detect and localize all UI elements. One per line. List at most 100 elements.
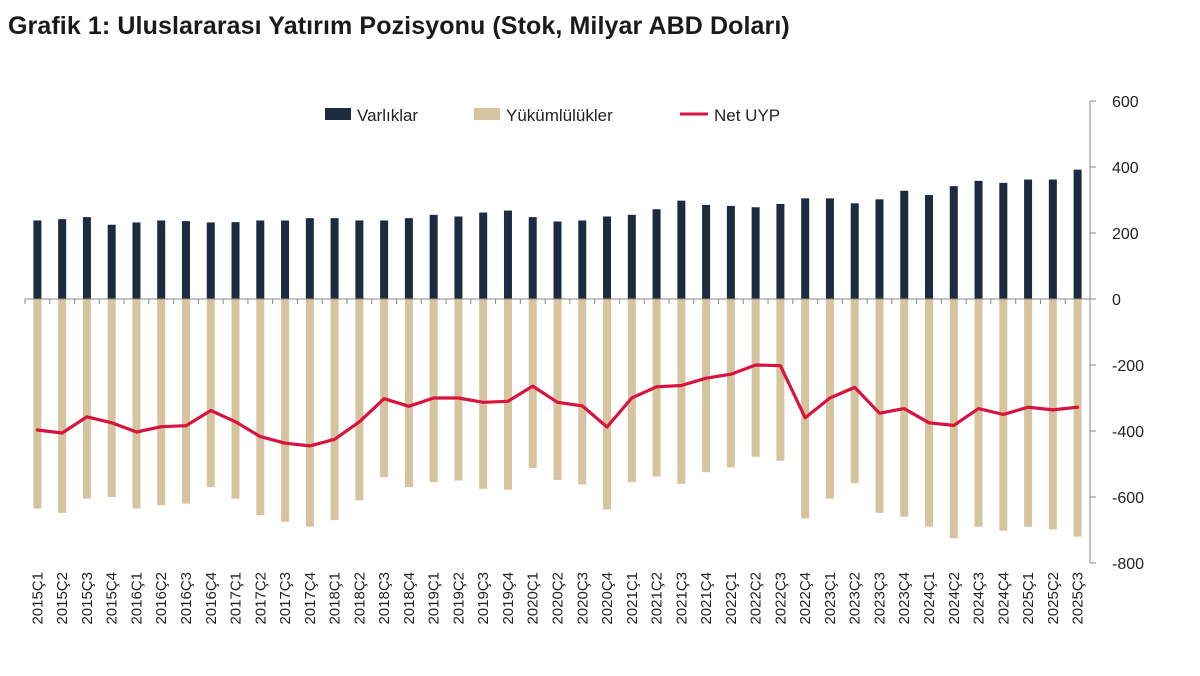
x-tick-label: 2020Ç1 xyxy=(525,572,542,625)
assets-bar-2020Ç2 xyxy=(553,221,562,299)
liabilities-bar-2025Ç1 xyxy=(1024,299,1033,527)
assets-bar-2024Ç3 xyxy=(974,180,983,299)
liabilities-bar-2023Ç3 xyxy=(875,299,884,513)
assets-bar-2025Ç1 xyxy=(1024,179,1033,299)
axes xyxy=(24,100,1096,564)
x-tick-label: 2022Ç1 xyxy=(723,572,740,625)
assets-bar-2019Ç4 xyxy=(503,210,512,299)
liabilities-bar-2023Ç2 xyxy=(850,299,859,484)
x-tick-label: 2024Ç3 xyxy=(971,572,988,625)
liabilities-bar-2016Ç3 xyxy=(181,299,190,504)
x-tick-label: 2019Ç4 xyxy=(500,572,517,625)
liabilities-bar-2016Ç1 xyxy=(132,299,141,509)
assets-bar-2018Ç1 xyxy=(330,218,339,299)
y-tick-label: -800 xyxy=(1112,556,1144,573)
liabilities-bar-2020Ç2 xyxy=(553,299,562,480)
x-tick-label: 2019Ç3 xyxy=(475,572,492,625)
liabilities-bar-2022Ç1 xyxy=(726,299,735,468)
liabilities-bar-2021Ç4 xyxy=(702,299,711,473)
y-tick-label: 400 xyxy=(1112,160,1139,177)
assets-bar-2016Ç4 xyxy=(206,222,215,299)
x-tick-label: 2017Ç1 xyxy=(228,572,245,625)
assets-bar-2018Ç2 xyxy=(355,220,364,299)
liabilities-bar-2019Ç2 xyxy=(454,299,463,481)
y-tick-label: 200 xyxy=(1112,226,1139,243)
assets-bar-2016Ç2 xyxy=(157,220,166,299)
x-tick-label: 2021Ç1 xyxy=(624,572,641,625)
x-tick-label: 2017Ç2 xyxy=(252,572,269,625)
liabilities-bar-2025Ç2 xyxy=(1048,299,1057,530)
assets-bar-2015Ç3 xyxy=(82,217,91,299)
x-tick-label: 2015Ç3 xyxy=(79,572,96,625)
x-tick-label: 2023Ç4 xyxy=(896,572,913,625)
x-tick-label: 2016Ç2 xyxy=(153,572,170,625)
x-tick-label: 2018Ç2 xyxy=(351,572,368,625)
chart-title: Grafik 1: Uluslararası Yatırım Pozisyonu… xyxy=(8,12,790,40)
assets-bar-2024Ç2 xyxy=(949,186,958,299)
liabilities-bar-2019Ç3 xyxy=(479,299,488,489)
liabilities-bar-2024Ç2 xyxy=(949,299,958,539)
liabilities-bar-2022Ç2 xyxy=(751,299,760,457)
legend-label-assets: Varlıklar xyxy=(357,106,418,125)
assets-bar-2015Ç4 xyxy=(107,224,116,299)
liabilities-bar-2017Ç1 xyxy=(231,299,240,499)
liabilities-bar-2022Ç3 xyxy=(776,299,785,461)
assets-bar-2023Ç4 xyxy=(900,190,909,299)
liabilities-bar-2021Ç3 xyxy=(677,299,686,484)
assets-bar-2018Ç4 xyxy=(404,218,413,299)
liabilities-bar-2021Ç1 xyxy=(627,299,636,483)
assets-bar-2024Ç1 xyxy=(925,195,934,299)
assets-bar-2020Ç3 xyxy=(578,220,587,299)
assets-bar-2015Ç2 xyxy=(58,219,67,299)
x-tick-label: 2018Ç1 xyxy=(327,572,344,625)
x-tick-label: 2025Ç1 xyxy=(1020,572,1037,625)
x-tick-label: 2020Ç4 xyxy=(599,572,616,625)
x-tick-label: 2018Ç3 xyxy=(376,572,393,625)
liabilities-bar-2018Ç4 xyxy=(404,299,413,488)
liabilities-bar-2015Ç1 xyxy=(33,299,42,509)
y-tick-label: 0 xyxy=(1112,292,1121,309)
assets-bar-2023Ç1 xyxy=(825,198,834,299)
x-axis-labels: 2015Ç1 2015Ç2 2015Ç3 2015Ç4 2016Ç1 2016Ç2 2016… xyxy=(29,572,1086,625)
x-tick-label: 2022Ç4 xyxy=(797,572,814,625)
x-tick-label: 2024Ç2 xyxy=(946,572,963,625)
assets-bar-2019Ç3 xyxy=(479,212,488,299)
net-uyp-line xyxy=(35,363,1080,448)
x-tick-label: 2022Ç2 xyxy=(748,572,765,625)
legend-swatch-liabilities xyxy=(474,108,500,120)
x-tick-label: 2019Ç1 xyxy=(426,572,443,625)
liabilities-bar-2018Ç1 xyxy=(330,299,339,521)
x-tick-label: 2017Ç3 xyxy=(277,572,294,625)
assets-bar-2022Ç1 xyxy=(726,205,735,299)
assets-bar-2016Ç3 xyxy=(181,221,190,299)
x-tick-label: 2024Ç1 xyxy=(921,572,938,625)
liabilities-bar-2020Ç3 xyxy=(578,299,587,485)
assets-bar-2019Ç2 xyxy=(454,216,463,299)
assets-bar-2025Ç3 xyxy=(1073,169,1082,299)
liabilities-bar-2018Ç2 xyxy=(355,299,364,501)
x-tick-label: 2025Ç3 xyxy=(1070,572,1087,625)
x-tick-label: 2018Ç4 xyxy=(401,572,418,625)
x-tick-label: 2025Ç2 xyxy=(1045,572,1062,625)
x-tick-label: 2015Ç2 xyxy=(54,572,71,625)
liabilities-bar-2018Ç3 xyxy=(380,299,389,478)
assets-bar-2025Ç2 xyxy=(1048,179,1057,299)
assets-bar-2015Ç1 xyxy=(33,220,42,299)
liabilities-bar-2020Ç1 xyxy=(528,299,537,468)
liabilities-bar-2024Ç3 xyxy=(974,299,983,527)
liabilities-bar-2016Ç4 xyxy=(206,299,215,488)
assets-bar-2023Ç3 xyxy=(875,199,884,299)
assets-bar-2019Ç1 xyxy=(429,214,438,299)
liabilities-bar-2019Ç4 xyxy=(503,299,512,490)
assets-bar-2024Ç4 xyxy=(999,182,1008,299)
liabilities-bar-2015Ç3 xyxy=(82,299,91,499)
legend-label-net: Net UYP xyxy=(714,106,780,125)
assets-bars xyxy=(33,169,1082,299)
liabilities-bar-2017Ç3 xyxy=(281,299,290,522)
x-tick-label: 2015Ç1 xyxy=(29,572,46,625)
x-tick-label: 2015Ç4 xyxy=(104,572,121,625)
assets-bar-2021Ç1 xyxy=(627,214,636,299)
liabilities-bar-2020Ç4 xyxy=(603,299,612,510)
x-tick-label: 2024Ç4 xyxy=(995,572,1012,625)
